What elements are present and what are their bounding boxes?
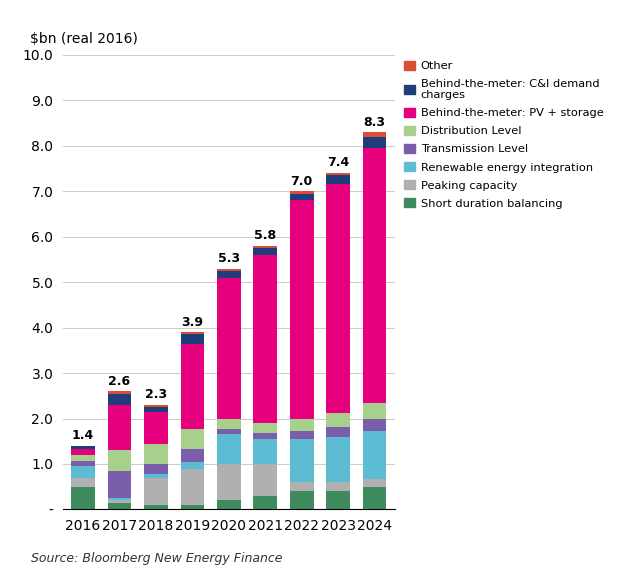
Legend: Other, Behind-the-meter: C&I demand
charges, Behind-the-meter: PV + storage, Dis: Other, Behind-the-meter: C&I demand char… — [404, 61, 603, 208]
Bar — [144, 505, 168, 509]
Bar — [108, 451, 131, 471]
Bar — [180, 505, 204, 509]
Bar — [144, 405, 168, 407]
Bar — [71, 461, 95, 466]
Bar — [217, 278, 241, 419]
Bar — [180, 462, 204, 469]
Text: 5.3: 5.3 — [218, 252, 240, 265]
Bar — [71, 449, 95, 455]
Bar — [180, 449, 204, 462]
Bar — [108, 471, 131, 498]
Bar — [326, 427, 350, 437]
Bar — [144, 474, 168, 477]
Bar — [326, 173, 350, 175]
Bar — [363, 486, 386, 509]
Bar — [363, 148, 386, 403]
Bar — [144, 477, 168, 505]
Bar — [254, 496, 277, 509]
Bar — [290, 482, 314, 491]
Bar — [71, 477, 95, 487]
Bar — [254, 464, 277, 496]
Text: Source: Bloomberg New Energy Finance: Source: Bloomberg New Energy Finance — [31, 552, 283, 565]
Bar — [180, 335, 204, 344]
Bar — [290, 491, 314, 509]
Bar — [217, 500, 241, 509]
Text: 2.3: 2.3 — [145, 388, 167, 401]
Text: 1.4: 1.4 — [72, 429, 94, 442]
Text: $bn (real 2016): $bn (real 2016) — [30, 32, 138, 46]
Bar — [217, 464, 241, 500]
Bar — [217, 428, 241, 435]
Bar — [71, 455, 95, 461]
Bar — [180, 332, 204, 335]
Bar — [217, 271, 241, 278]
Bar — [290, 194, 314, 200]
Bar — [71, 447, 95, 449]
Bar — [254, 439, 277, 464]
Bar — [217, 435, 241, 464]
Bar — [71, 446, 95, 447]
Bar — [290, 191, 314, 194]
Text: 8.3: 8.3 — [363, 115, 386, 128]
Bar — [363, 431, 386, 478]
Bar — [108, 498, 131, 500]
Bar — [290, 431, 314, 439]
Bar — [363, 403, 386, 419]
Bar — [326, 491, 350, 509]
Bar — [254, 423, 277, 433]
Bar — [363, 419, 386, 431]
Bar — [290, 200, 314, 419]
Bar — [363, 136, 386, 148]
Text: 7.4: 7.4 — [327, 156, 349, 170]
Bar — [254, 246, 277, 248]
Text: 7.0: 7.0 — [291, 175, 313, 188]
Bar — [326, 413, 350, 427]
Bar — [326, 184, 350, 413]
Bar — [290, 419, 314, 431]
Bar — [180, 428, 204, 449]
Bar — [144, 407, 168, 412]
Bar — [71, 466, 95, 477]
Bar — [363, 478, 386, 486]
Bar — [180, 344, 204, 428]
Bar — [290, 439, 314, 482]
Bar — [217, 419, 241, 428]
Text: 2.6: 2.6 — [108, 375, 131, 388]
Bar — [144, 464, 168, 474]
Bar — [326, 482, 350, 491]
Bar — [363, 132, 386, 136]
Bar — [217, 268, 241, 271]
Bar — [326, 437, 350, 482]
Bar — [108, 500, 131, 502]
Bar — [108, 502, 131, 509]
Bar — [254, 433, 277, 439]
Text: 5.8: 5.8 — [254, 229, 277, 242]
Bar — [180, 469, 204, 505]
Text: 3.9: 3.9 — [182, 316, 203, 328]
Bar — [108, 391, 131, 393]
Bar — [71, 487, 95, 509]
Bar — [144, 444, 168, 464]
Bar — [254, 248, 277, 255]
Bar — [144, 412, 168, 444]
Bar — [254, 255, 277, 423]
Bar — [326, 175, 350, 184]
Bar — [108, 405, 131, 451]
Bar — [108, 393, 131, 405]
